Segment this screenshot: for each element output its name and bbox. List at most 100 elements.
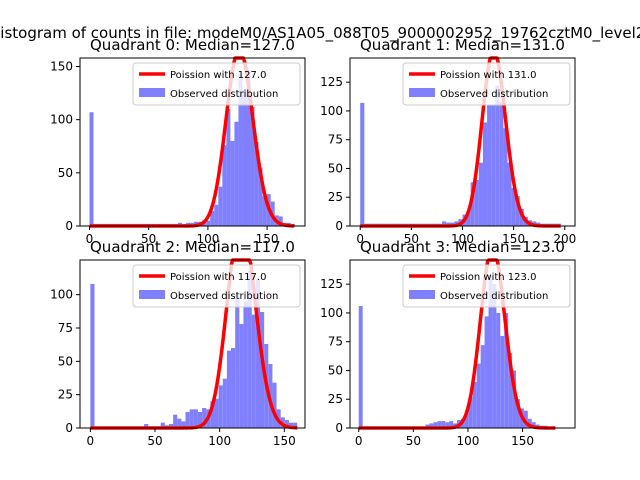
histogram-bar	[255, 278, 260, 428]
histogram-bar	[254, 142, 259, 226]
x-tick-label: 0	[86, 232, 94, 246]
histogram-bar	[214, 398, 219, 428]
histogram-bar	[360, 102, 365, 226]
histogram-bar	[189, 409, 194, 428]
histogram-bar	[449, 421, 454, 428]
histogram-bar	[177, 418, 182, 428]
y-tick-label: 100	[50, 288, 73, 302]
histogram-bar	[206, 220, 211, 226]
histogram-bar	[293, 422, 298, 428]
histogram-bar	[210, 401, 215, 428]
y-tick-label: 100	[320, 104, 343, 118]
histogram-bar	[193, 409, 198, 428]
legend-observed-label: Observed distribution	[170, 291, 278, 302]
histogram-bar	[496, 312, 501, 428]
histogram-bar	[504, 312, 509, 428]
histogram-bar	[433, 422, 438, 428]
legend-box	[132, 264, 301, 308]
legend-poisson-label: Poission with 123.0	[440, 272, 536, 283]
panel-title: Quadrant 1: Median=131.0	[360, 36, 565, 54]
histogram-bar	[185, 412, 190, 428]
figure-suptitle: Histogram of counts in file: modeM0/AS1A…	[0, 24, 640, 43]
y-tick-label: 75	[328, 133, 343, 147]
legend-box	[402, 62, 571, 106]
histogram-bar	[284, 420, 289, 428]
histogram-bar	[445, 422, 450, 428]
legend-bar-swatch	[409, 88, 435, 97]
y-tick-label: 100	[320, 306, 343, 320]
x-tick-label: 50	[404, 232, 419, 246]
x-tick-label: 150	[511, 434, 534, 448]
y-tick-label: 0	[335, 421, 343, 435]
legend-bar-swatch	[409, 290, 435, 299]
histogram-bar	[222, 145, 227, 226]
x-tick-label: 50	[406, 434, 421, 448]
panel-title: Quadrant 2: Median=117.0	[90, 238, 295, 256]
x-tick-label: 100	[208, 434, 231, 448]
legend-bar-swatch	[139, 88, 165, 97]
histogram-bar	[358, 306, 363, 428]
histogram-bar	[480, 345, 485, 428]
panel-title: Quadrant 0: Median=127.0	[90, 36, 295, 54]
panel-quadrant-3: 0 50 100 150 0 25 50 75 100 125 Quadrant 3: Median…	[320, 238, 576, 448]
histogram-bar	[90, 284, 95, 428]
x-tick-label: 50	[141, 232, 156, 246]
y-tick-label: 125	[320, 75, 343, 89]
y-tick-label: 125	[320, 277, 343, 291]
histogram-bar	[472, 381, 477, 428]
histogram-bar	[235, 294, 240, 428]
histogram-bar	[512, 370, 517, 428]
histogram-bar	[288, 422, 294, 428]
legend-observed-label: Observed distribution	[170, 89, 278, 100]
legend-bar-swatch	[139, 290, 165, 299]
histogram-bar	[527, 418, 532, 428]
histogram-bar	[531, 422, 536, 428]
histogram-bar	[491, 105, 496, 226]
histogram-bar	[226, 109, 231, 226]
histogram-bar	[197, 412, 203, 428]
histogram-bar	[474, 179, 479, 226]
histogram-bar	[476, 363, 481, 428]
histogram-bar	[202, 408, 207, 428]
y-tick-label: 25	[328, 190, 343, 204]
y-tick-label: 50	[58, 166, 73, 180]
histogram-bar	[515, 196, 520, 226]
histogram-bar	[516, 399, 520, 428]
histogram-bar	[478, 162, 483, 226]
histogram-bar	[468, 396, 473, 428]
histogram-bar	[487, 105, 492, 226]
histogram-bar	[499, 101, 504, 226]
x-tick-label: 100	[457, 434, 480, 448]
x-tick-label: 200	[553, 232, 576, 246]
histogram-bar	[247, 270, 252, 428]
histogram-bar	[464, 410, 469, 428]
histogram-bar	[507, 162, 512, 226]
histogram-bar	[218, 385, 223, 428]
y-tick-label: 0	[65, 421, 73, 435]
histogram-bar	[231, 348, 236, 428]
x-tick-label: 100	[451, 232, 474, 246]
histogram-bar	[484, 316, 489, 428]
y-tick-label: 0	[335, 219, 343, 233]
y-tick-label: 100	[50, 113, 73, 127]
histogram-bar	[441, 421, 446, 428]
histogram-bar	[503, 128, 508, 226]
legend-observed-label: Observed distribution	[440, 291, 548, 302]
histogram-bar	[488, 274, 493, 428]
histogram-bar	[508, 353, 513, 428]
histogram-bar	[160, 422, 165, 428]
histogram-bar	[466, 211, 471, 226]
legend-box	[132, 62, 301, 106]
histogram-bar	[210, 211, 215, 226]
axes-frame	[79, 57, 306, 227]
histogram-bar	[272, 382, 277, 428]
histogram-bar	[234, 121, 239, 226]
y-tick-label: 50	[328, 363, 343, 377]
panel-quadrant-1: 0 50 100 150 200 0 25 50 75 100 125 Quadrant 1: Med…	[320, 36, 576, 246]
histogram-bar	[168, 424, 174, 428]
histogram-bar	[251, 314, 256, 428]
y-tick-label: 150	[50, 60, 73, 74]
histogram-bar	[181, 421, 186, 428]
histogram-bar	[442, 221, 447, 226]
